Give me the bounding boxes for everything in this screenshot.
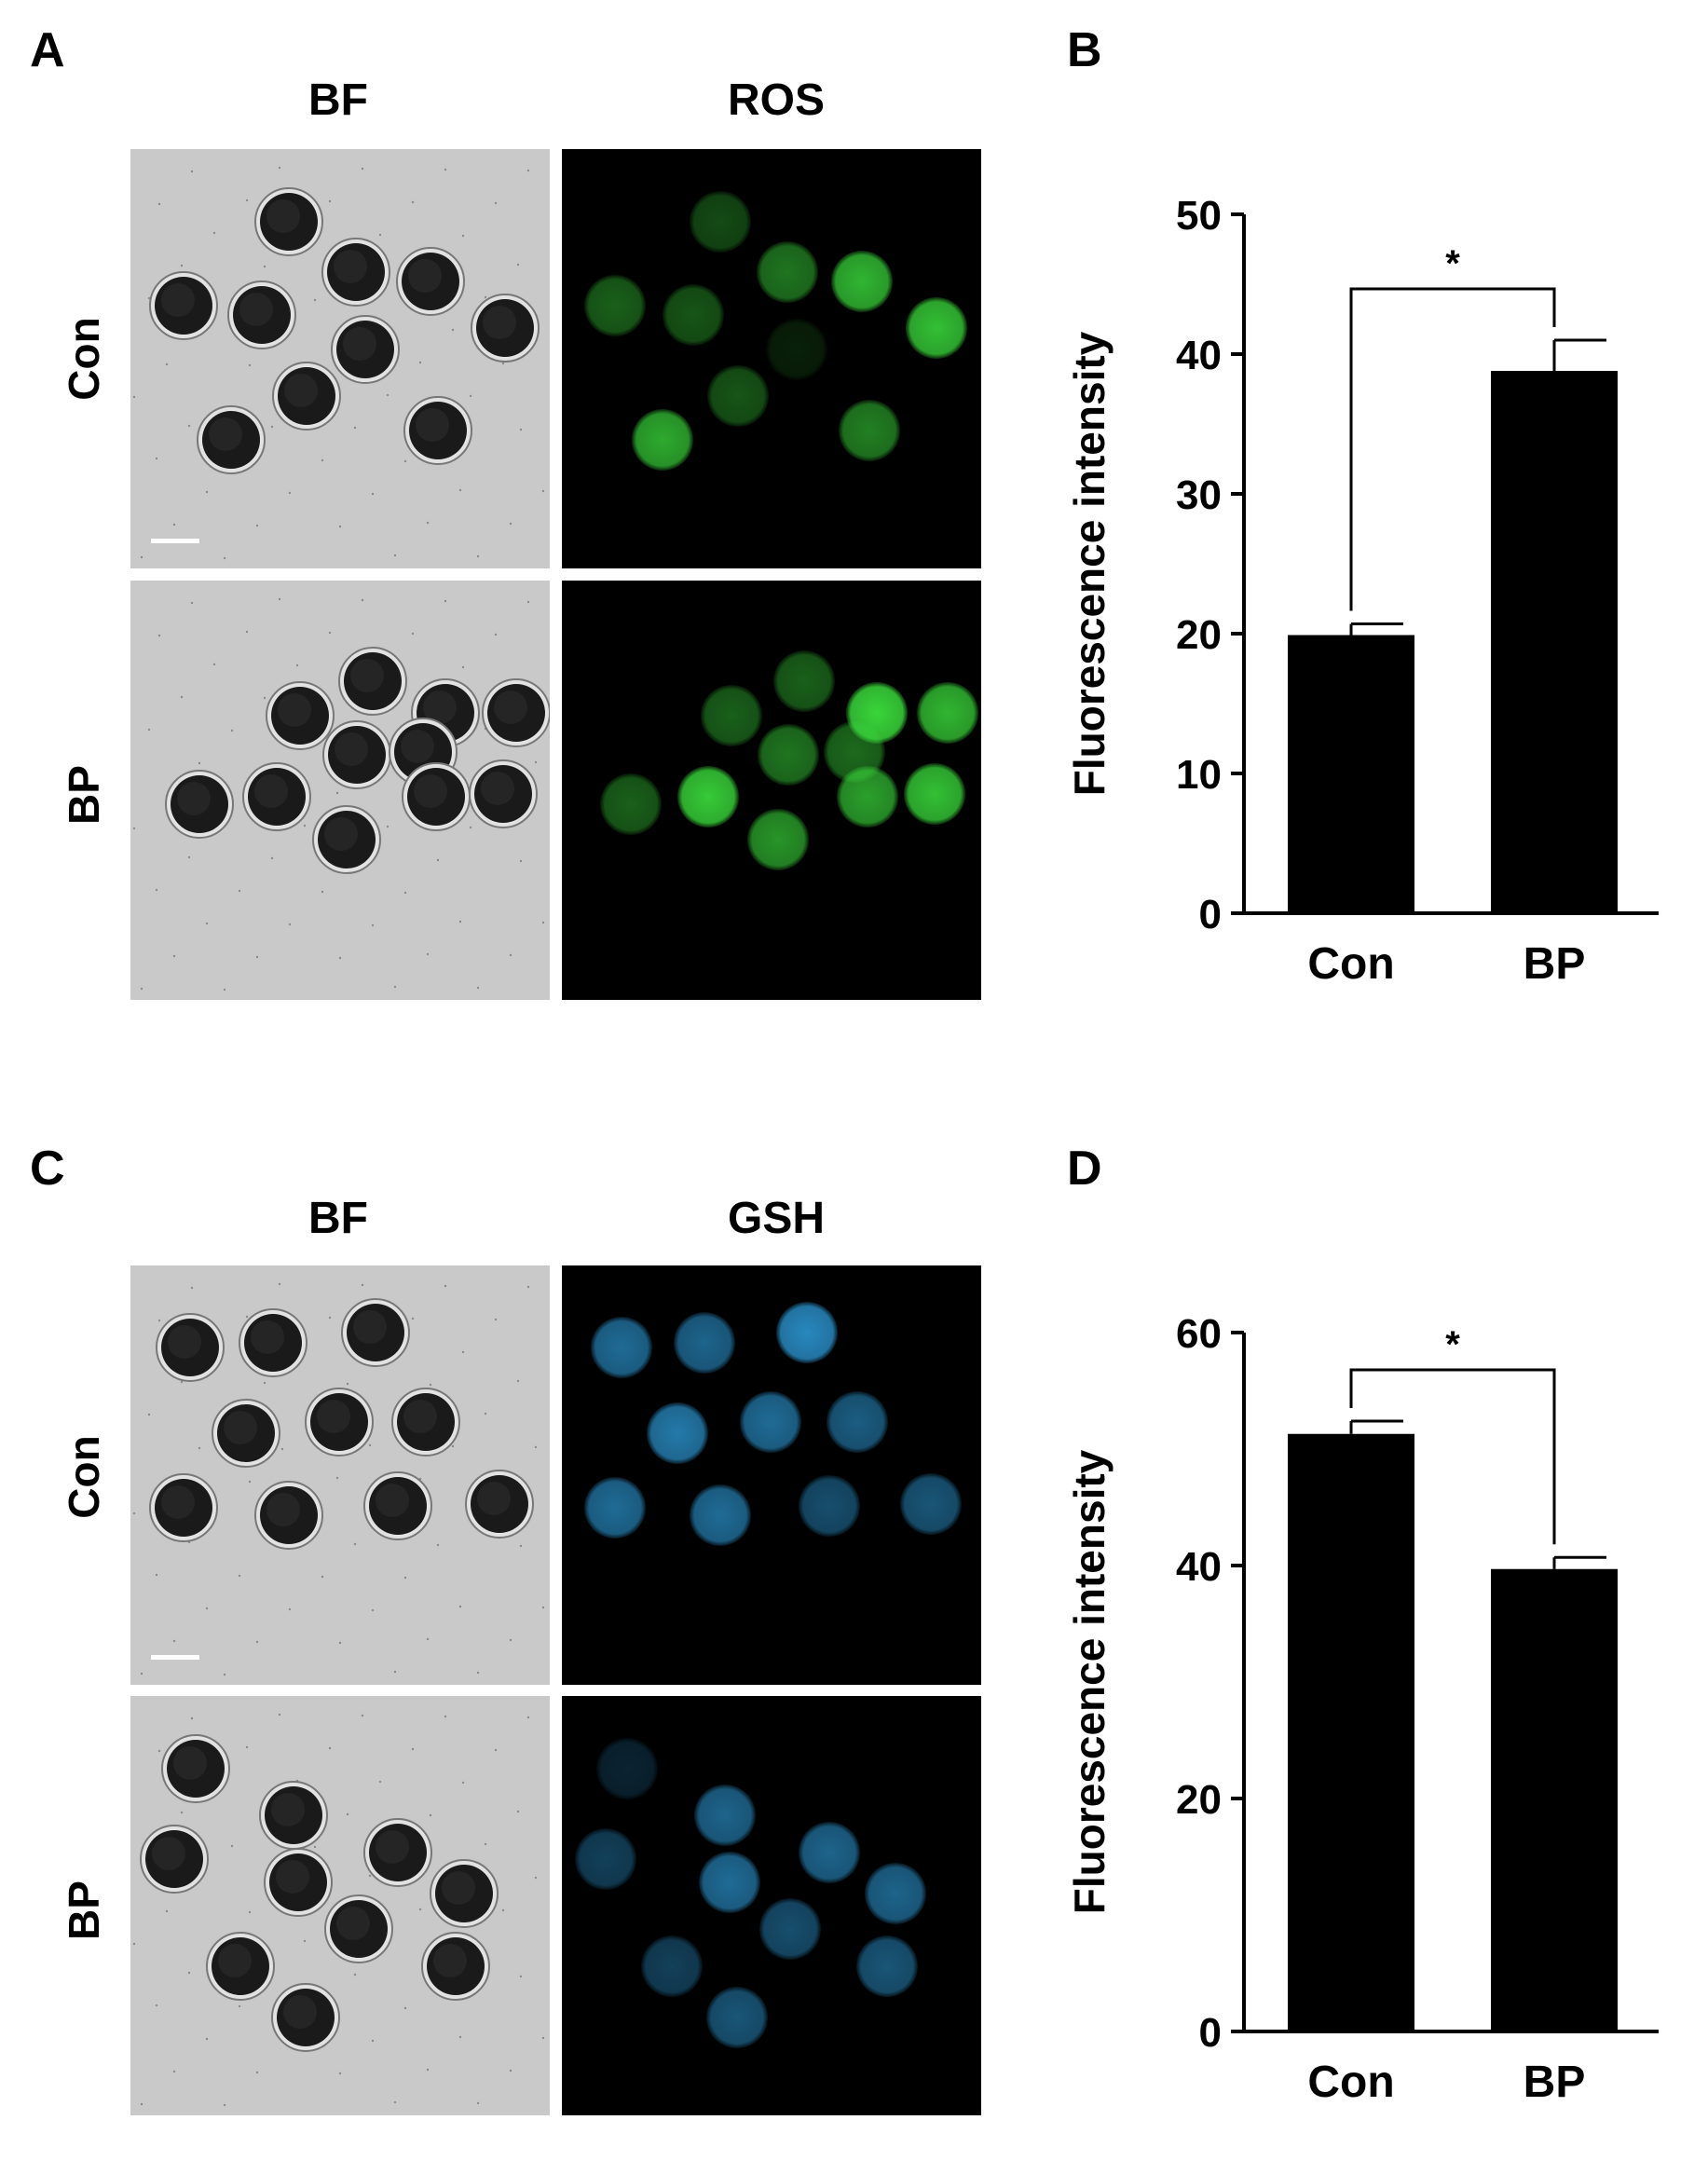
bar-chart-d: 0 20 40 60 Fluorescence intensity Con BP * <box>1062 1286 1696 2143</box>
scale-bar <box>151 1655 199 1660</box>
micrograph-bf-con <box>130 1265 550 1685</box>
x-tick-label: BP <box>1524 2058 1586 2107</box>
x-tick-label: Con <box>1307 939 1394 989</box>
bar-con <box>1288 635 1414 913</box>
micrograph-gsh-con <box>562 1265 981 1685</box>
row-label-con: Con <box>60 317 108 401</box>
y-tick-label: 30 <box>1176 472 1222 518</box>
row-label-bp: BP <box>60 1881 108 1940</box>
bar-con <box>1288 1433 1414 2031</box>
column-header-ros: ROS <box>727 75 825 125</box>
column-header-bf: BF <box>308 1194 368 1243</box>
micrograph-ros-con <box>562 149 981 568</box>
micrograph-ros-bp <box>562 581 981 1000</box>
y-tick-label: 10 <box>1176 752 1222 798</box>
scale-bar <box>151 539 199 543</box>
significance-bracket <box>1349 1368 1556 1545</box>
significance-star: * <box>1445 1324 1460 1365</box>
x-tick-label: BP <box>1524 939 1586 989</box>
bar-bp <box>1491 1568 1618 2031</box>
panel-label-d: D <box>1067 1142 1102 1196</box>
y-tick-label: 0 <box>1199 892 1222 937</box>
column-header-gsh: GSH <box>727 1194 825 1243</box>
y-axis-label: Fluorescence intensity <box>1065 331 1114 796</box>
y-tick-label: 60 <box>1176 1311 1222 1357</box>
micrograph-gsh-bp <box>562 1696 981 2115</box>
significance-star: * <box>1445 243 1460 284</box>
y-tick-label: 20 <box>1176 612 1222 658</box>
bar-bp <box>1491 371 1618 913</box>
significance-bracket <box>1349 287 1556 611</box>
row-label-con: Con <box>60 1435 108 1519</box>
micrograph-bf-bp <box>130 1696 550 2115</box>
bar-chart-b: 0 10 20 30 40 50 Fluorescence intensity Con BP * <box>1062 168 1696 1025</box>
column-header-bf: BF <box>308 75 368 125</box>
micrograph-bf-bp <box>130 581 550 1000</box>
y-tick-label: 0 <box>1199 2010 1222 2056</box>
y-tick-label: 20 <box>1176 1777 1222 1823</box>
x-tick-label: Con <box>1307 2058 1394 2107</box>
panel-label-c: C <box>30 1142 65 1196</box>
y-tick-label: 40 <box>1176 1544 1222 1590</box>
panel-label-b: B <box>1067 23 1102 77</box>
row-label-bp: BP <box>60 765 108 825</box>
y-tick-label: 40 <box>1176 333 1222 378</box>
y-tick-label: 50 <box>1176 193 1222 239</box>
y-axis-label: Fluorescence intensity <box>1065 1449 1114 1914</box>
panel-label-a: A <box>30 23 65 77</box>
micrograph-bf-con <box>130 149 550 568</box>
